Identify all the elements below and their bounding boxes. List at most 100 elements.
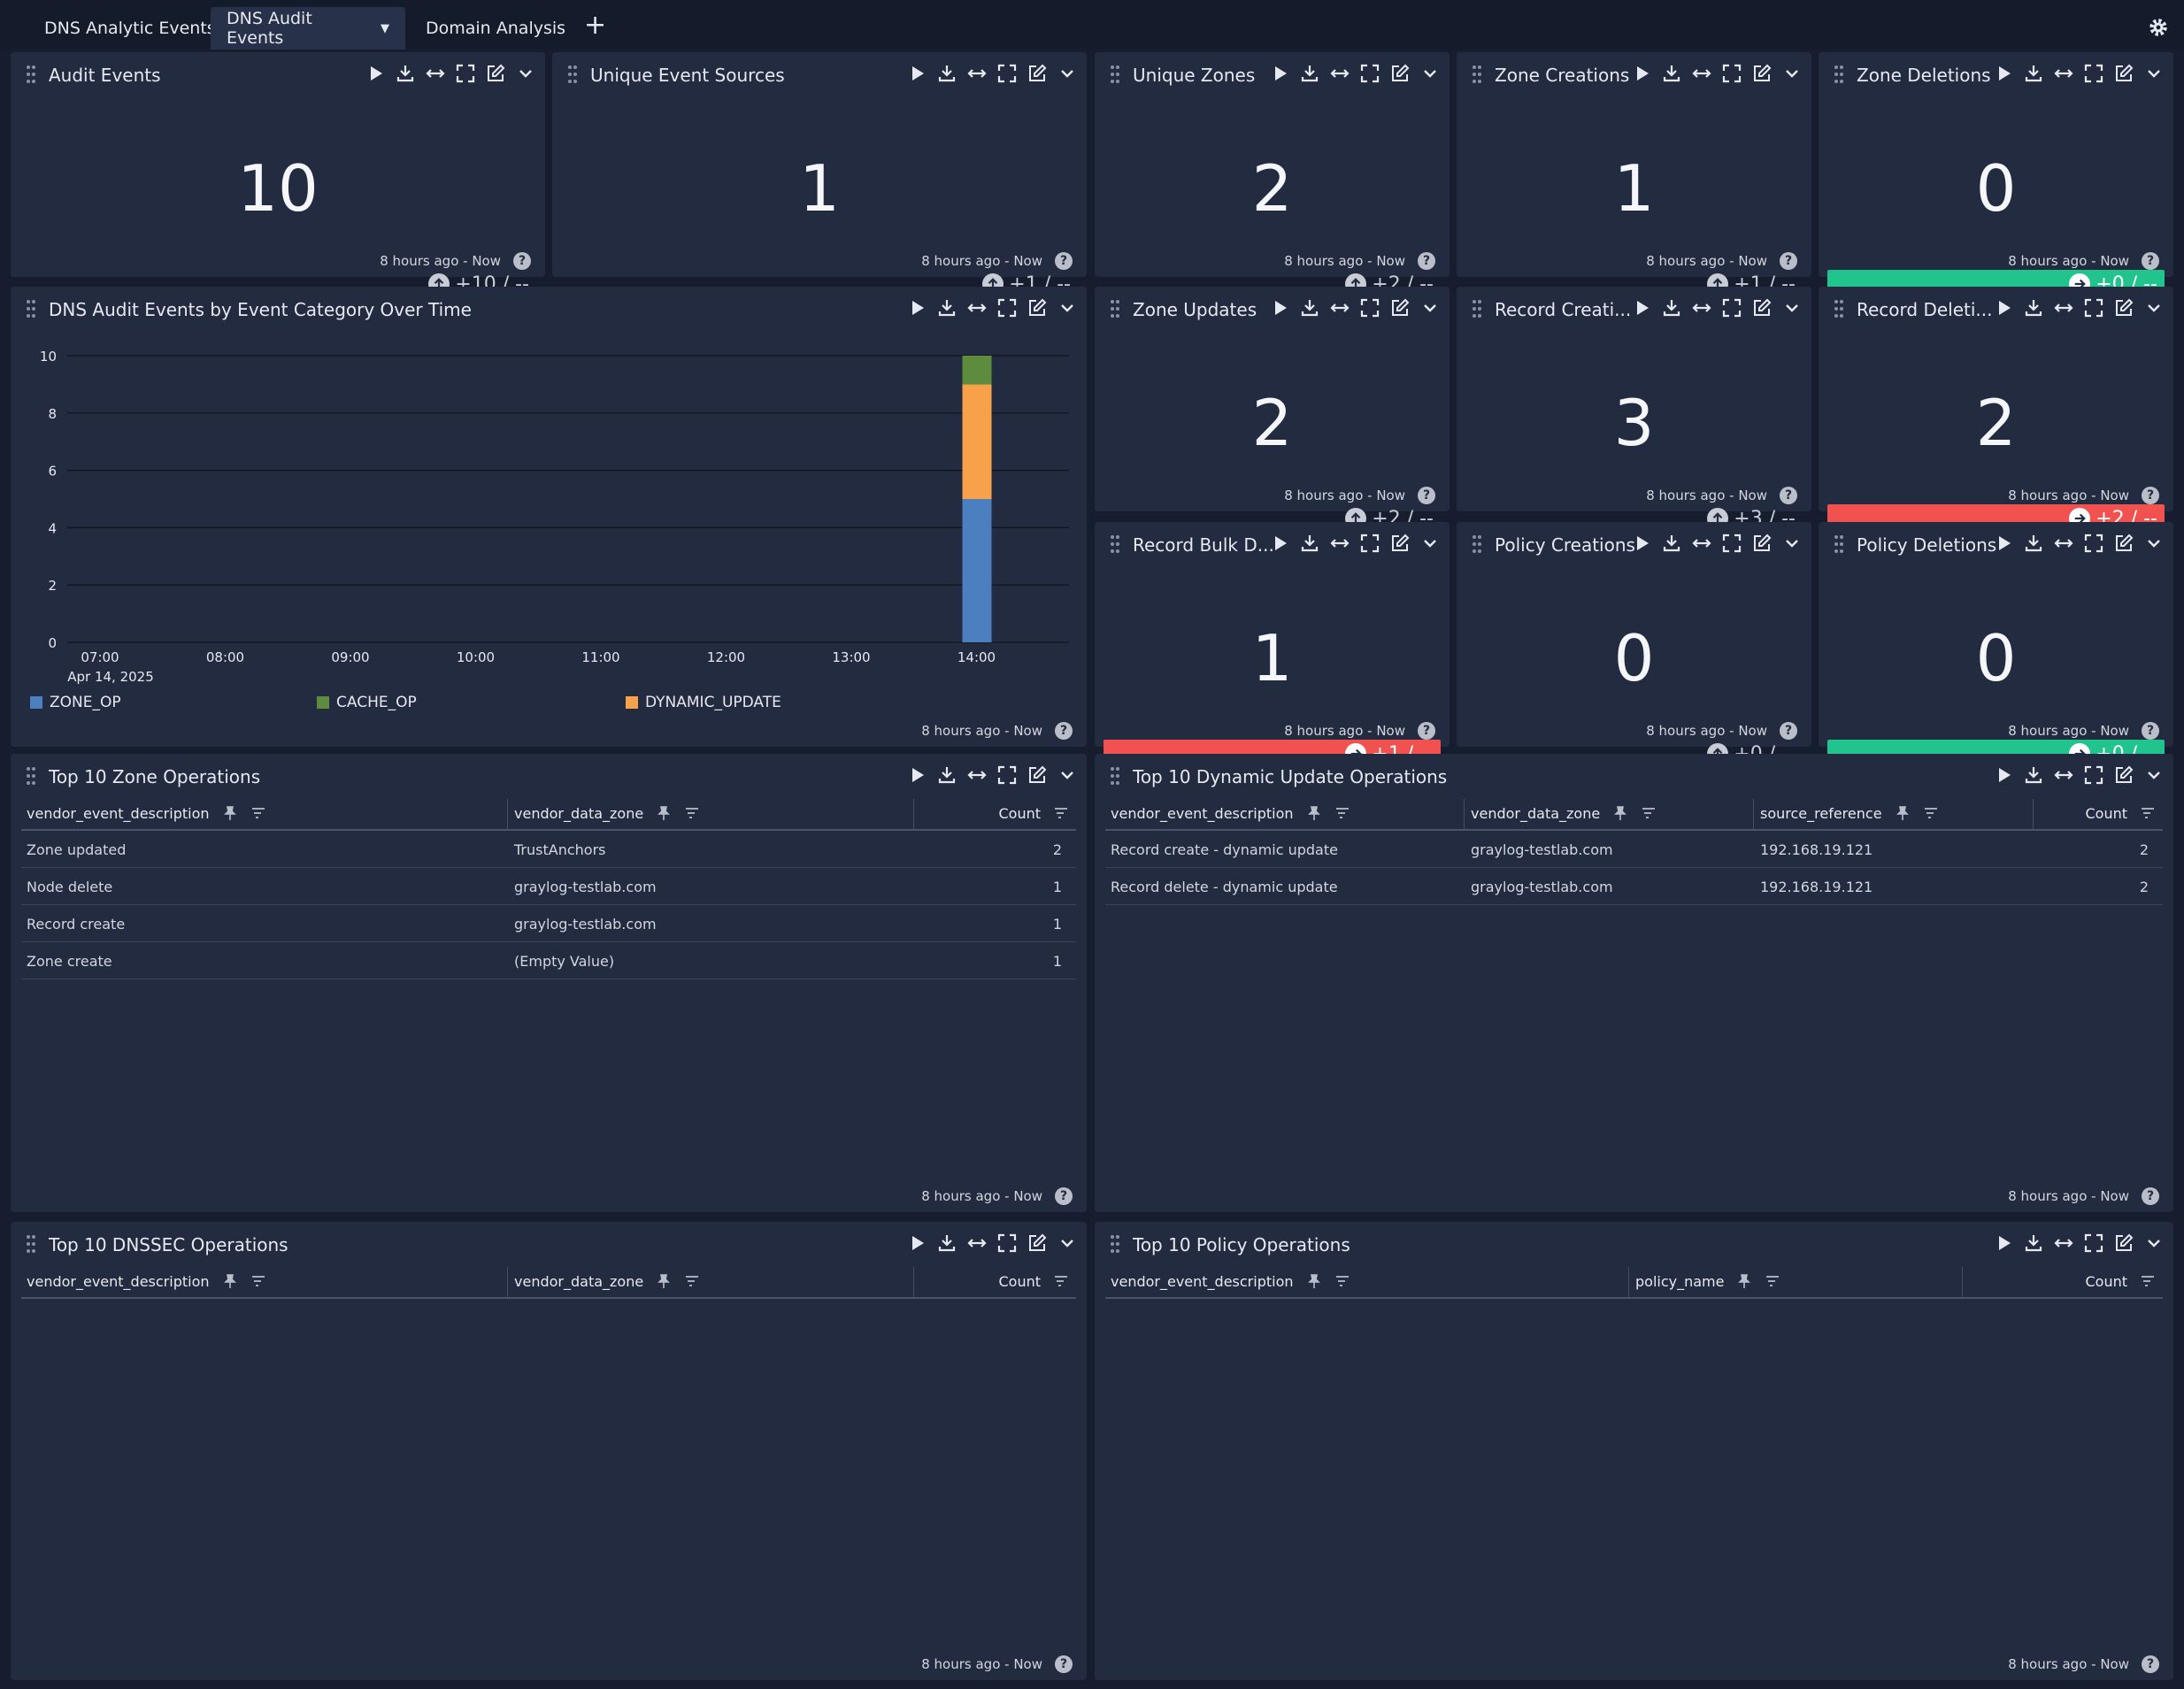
edit-icon[interactable]: [2113, 764, 2134, 786]
download-icon[interactable]: [2023, 297, 2044, 319]
run-query-icon[interactable]: [1269, 297, 1290, 319]
expand-width-icon[interactable]: [966, 764, 988, 786]
run-query-icon[interactable]: [1269, 533, 1290, 554]
download-icon[interactable]: [1661, 297, 1682, 319]
sort-icon[interactable]: [684, 1273, 700, 1289]
help-icon[interactable]: ?: [2142, 252, 2159, 270]
expand-width-icon[interactable]: [1329, 533, 1350, 554]
help-icon[interactable]: ?: [2142, 1655, 2159, 1673]
run-query-icon[interactable]: [1993, 533, 2014, 554]
legend-item[interactable]: ZONE_OP: [30, 694, 121, 711]
tab-dns-analytic-events[interactable]: DNS Analytic Events: [28, 7, 232, 50]
expand-width-icon[interactable]: [2053, 63, 2074, 84]
help-icon[interactable]: ?: [1055, 1187, 1073, 1205]
expand-width-icon[interactable]: [2053, 764, 2074, 786]
download-icon[interactable]: [1661, 63, 1682, 84]
drag-handle-icon[interactable]: [1834, 65, 1844, 84]
table-row[interactable]: Zone updated TrustAnchors 2: [21, 831, 1076, 868]
fullscreen-icon[interactable]: [1721, 533, 1742, 554]
column-header[interactable]: Count: [2080, 795, 2156, 831]
help-icon[interactable]: ?: [1780, 252, 1797, 270]
download-icon[interactable]: [2023, 63, 2044, 84]
bar-segment-dynamic-update[interactable]: [962, 384, 992, 499]
expand-width-icon[interactable]: [1691, 533, 1712, 554]
pin-icon[interactable]: [1306, 805, 1322, 821]
fullscreen-icon[interactable]: [996, 63, 1018, 84]
sort-icon[interactable]: [1923, 805, 1939, 821]
run-query-icon[interactable]: [1993, 1232, 2014, 1254]
table-row[interactable]: Node delete graylog-testlab.com 1: [21, 868, 1076, 905]
drag-handle-icon[interactable]: [1834, 534, 1844, 554]
edit-icon[interactable]: [1751, 533, 1773, 554]
drag-handle-icon[interactable]: [1472, 299, 1482, 319]
gear-icon[interactable]: [2147, 16, 2170, 39]
tab-dns-audit-events[interactable]: DNS Audit Events ▼: [211, 7, 405, 50]
download-icon[interactable]: [936, 1232, 957, 1254]
drag-handle-icon[interactable]: [1110, 766, 1120, 786]
fullscreen-icon[interactable]: [1359, 63, 1380, 84]
run-query-icon[interactable]: [1631, 533, 1652, 554]
column-header[interactable]: vendor_event_description: [21, 1263, 266, 1299]
column-header[interactable]: source_reference: [1755, 795, 1939, 831]
chevron-down-icon[interactable]: [2143, 297, 2165, 319]
edit-icon[interactable]: [1389, 63, 1411, 84]
sort-icon[interactable]: [1765, 1273, 1780, 1289]
fullscreen-icon[interactable]: [455, 63, 476, 84]
run-query-icon[interactable]: [1993, 63, 2014, 84]
sort-icon[interactable]: [1053, 1273, 1069, 1289]
sort-icon[interactable]: [1641, 805, 1657, 821]
pin-icon[interactable]: [222, 805, 238, 821]
download-icon[interactable]: [2023, 1232, 2044, 1254]
table-row[interactable]: Record create - dynamic update graylog-te…: [1105, 831, 2163, 868]
column-header[interactable]: vendor_event_description: [1105, 795, 1350, 831]
expand-width-icon[interactable]: [1329, 297, 1350, 319]
tab-domain-analysis[interactable]: Domain Analysis: [410, 7, 581, 50]
chevron-down-icon[interactable]: [1419, 63, 1441, 84]
drag-handle-icon[interactable]: [26, 65, 36, 84]
expand-width-icon[interactable]: [1329, 63, 1350, 84]
column-header[interactable]: vendor_data_zone: [1465, 795, 1657, 831]
fullscreen-icon[interactable]: [1359, 297, 1380, 319]
download-icon[interactable]: [936, 764, 957, 786]
help-icon[interactable]: ?: [2142, 1187, 2159, 1205]
drag-handle-icon[interactable]: [1110, 534, 1120, 554]
edit-icon[interactable]: [485, 63, 506, 84]
fullscreen-icon[interactable]: [2083, 533, 2104, 554]
sort-icon[interactable]: [2140, 1273, 2156, 1289]
run-query-icon[interactable]: [1993, 297, 2014, 319]
expand-width-icon[interactable]: [1691, 297, 1712, 319]
chevron-down-icon[interactable]: [1781, 533, 1803, 554]
column-header[interactable]: Count: [2080, 1263, 2156, 1299]
help-icon[interactable]: ?: [1418, 252, 1435, 270]
chevron-down-icon[interactable]: [1057, 63, 1078, 84]
edit-icon[interactable]: [1389, 533, 1411, 554]
edit-icon[interactable]: [2113, 297, 2134, 319]
run-query-icon[interactable]: [1269, 63, 1290, 84]
table-row[interactable]: Record delete - dynamic update graylog-te…: [1105, 868, 2163, 905]
bar-segment-zone-op[interactable]: [962, 499, 992, 642]
drag-handle-icon[interactable]: [1472, 65, 1482, 84]
edit-icon[interactable]: [1027, 63, 1048, 84]
pin-icon[interactable]: [656, 1273, 672, 1289]
pin-icon[interactable]: [222, 1273, 238, 1289]
run-query-icon[interactable]: [906, 1232, 927, 1254]
drag-handle-icon[interactable]: [1834, 299, 1844, 319]
column-header[interactable]: vendor_event_description: [21, 795, 266, 831]
edit-icon[interactable]: [2113, 1232, 2134, 1254]
drag-handle-icon[interactable]: [1110, 65, 1120, 84]
run-query-icon[interactable]: [1993, 764, 2014, 786]
download-icon[interactable]: [1661, 533, 1682, 554]
edit-icon[interactable]: [1389, 297, 1411, 319]
help-icon[interactable]: ?: [1418, 722, 1435, 740]
run-query-icon[interactable]: [365, 63, 386, 84]
expand-width-icon[interactable]: [966, 63, 988, 84]
sort-icon[interactable]: [1334, 1273, 1350, 1289]
help-icon[interactable]: ?: [1055, 252, 1073, 270]
fullscreen-icon[interactable]: [1359, 533, 1380, 554]
fullscreen-icon[interactable]: [2083, 1232, 2104, 1254]
sort-icon[interactable]: [1053, 805, 1069, 821]
fullscreen-icon[interactable]: [996, 1232, 1018, 1254]
chevron-down-icon[interactable]: [2143, 533, 2165, 554]
edit-icon[interactable]: [1027, 764, 1048, 786]
chevron-down-icon[interactable]: [1419, 533, 1441, 554]
